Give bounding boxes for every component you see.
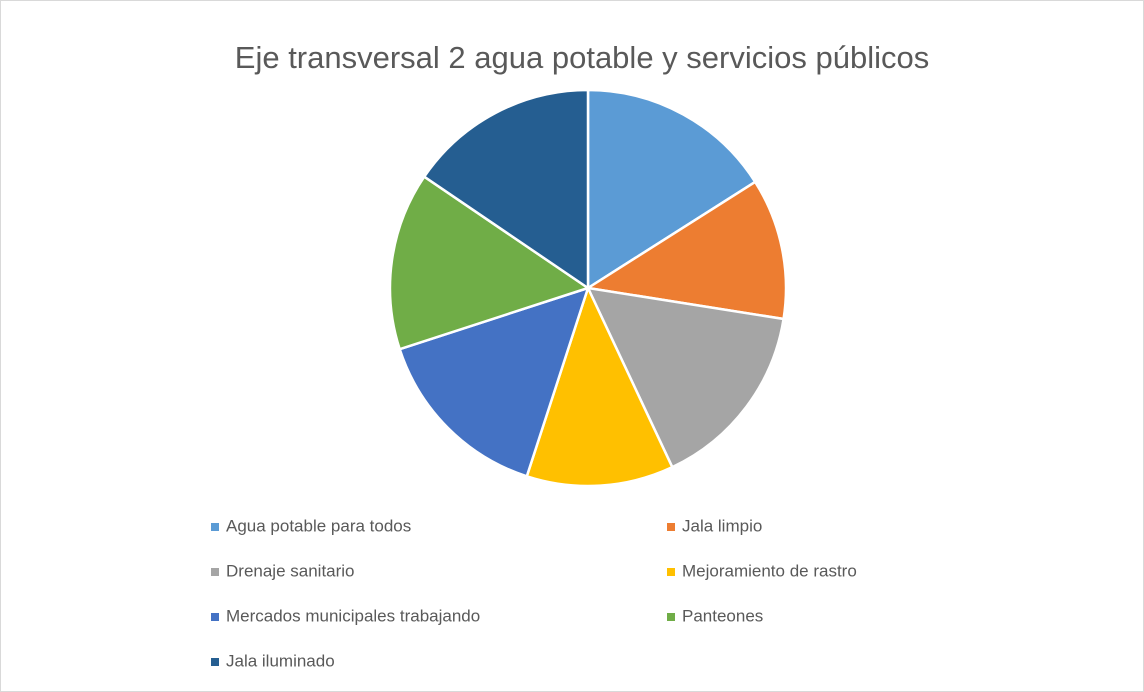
pie-slice [388, 174, 591, 351]
legend-label: Jala iluminado [226, 651, 335, 670]
pie-slice [586, 88, 757, 291]
pie-slice [585, 286, 785, 469]
legend-swatch [211, 568, 219, 576]
legend-swatch [211, 658, 219, 666]
pie-slice [422, 88, 590, 291]
legend-swatch [667, 568, 675, 576]
legend-swatch [211, 523, 219, 531]
legend-label: Agua potable para todos [226, 516, 411, 535]
chart-title: Eje transversal 2 agua potable y servici… [235, 40, 929, 75]
legend-label: Mercados municipales trabajando [226, 606, 480, 625]
pie-slice [525, 284, 674, 488]
legend-label: Drenaje sanitario [226, 561, 355, 580]
legend-label: Panteones [682, 606, 763, 625]
legend-swatch [211, 613, 219, 621]
legend-label: Mejoramiento de rastro [682, 561, 857, 580]
pie-slice [584, 180, 788, 321]
legend-swatch [667, 613, 675, 621]
legend-swatch [667, 523, 675, 531]
legend-label: Jala limpio [682, 516, 762, 535]
